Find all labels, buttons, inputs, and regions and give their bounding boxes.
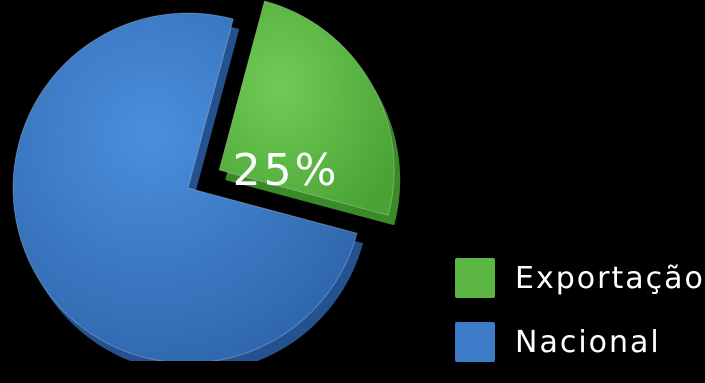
- pie-chart: 25%: [12, 0, 401, 361]
- legend-swatch-nacional: [455, 322, 495, 362]
- slice-data-label: 25%: [233, 145, 340, 196]
- legend-item-exportacao: Exportação: [455, 255, 705, 301]
- legend-label-exportacao: Exportação: [515, 260, 705, 296]
- legend-item-nacional: Nacional: [455, 319, 705, 365]
- legend-label-nacional: Nacional: [515, 324, 661, 360]
- pie-slice-exportacao: [218, 0, 395, 216]
- legend: Exportação Nacional: [455, 255, 705, 383]
- legend-swatch-exportacao: [455, 258, 495, 298]
- pie-slice-nacional: [12, 12, 358, 361]
